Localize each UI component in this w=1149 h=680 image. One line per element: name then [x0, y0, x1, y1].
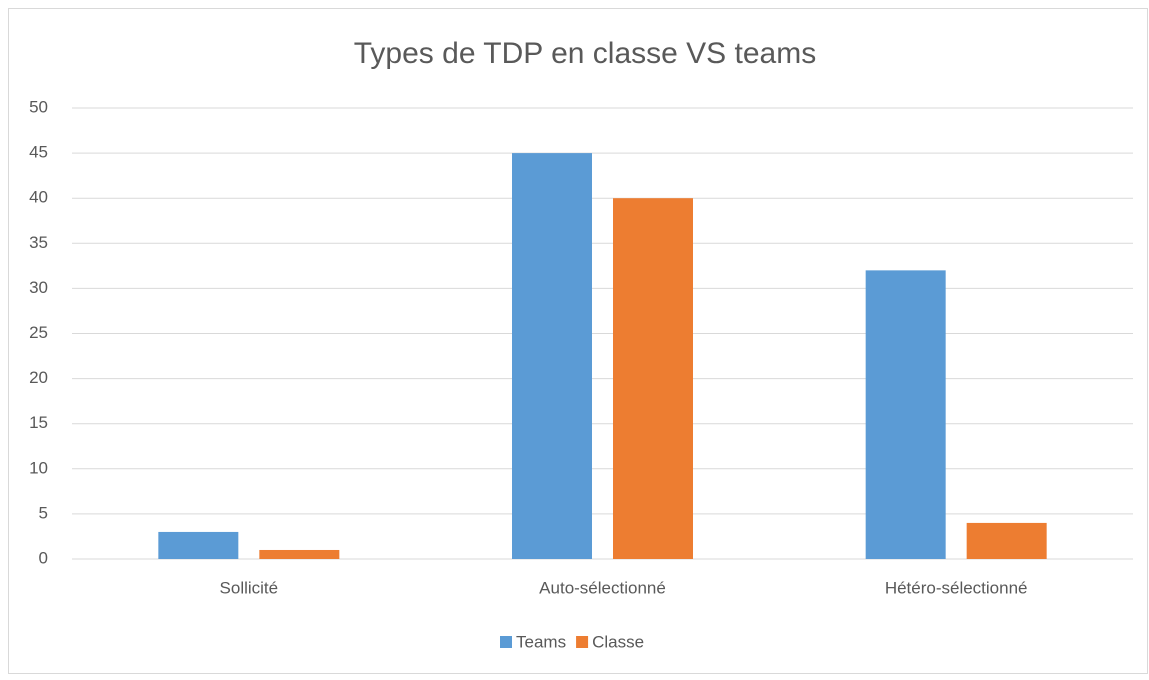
y-tick-label: 50 [29, 97, 48, 116]
bar [966, 522, 1047, 559]
x-tick-label: Hétéro-sélectionné [885, 578, 1028, 597]
bar [613, 198, 693, 559]
bar [512, 153, 592, 559]
y-tick-label: 0 [39, 548, 48, 567]
legend-label: Teams [516, 632, 566, 651]
chart-title: Types de TDP en classe VS teams [354, 37, 816, 70]
y-tick-label: 15 [29, 413, 48, 432]
bar [259, 549, 340, 559]
legend-swatch [576, 636, 589, 648]
y-tick-label: 45 [29, 143, 48, 162]
y-tick-label: 40 [29, 188, 48, 207]
y-tick-label: 25 [29, 323, 48, 342]
y-tick-label: 30 [29, 278, 48, 297]
y-tick-label: 5 [39, 503, 48, 522]
x-tick-label: Auto-sélectionné [539, 578, 666, 597]
bar [865, 270, 946, 559]
y-tick-label: 20 [29, 368, 48, 387]
x-tick-label: Sollicité [220, 578, 279, 597]
legend-label: Classe [592, 632, 644, 651]
legend-swatch [500, 636, 512, 648]
bar [158, 531, 239, 559]
y-tick-label: 35 [29, 233, 48, 252]
y-tick-label: 10 [29, 458, 48, 477]
